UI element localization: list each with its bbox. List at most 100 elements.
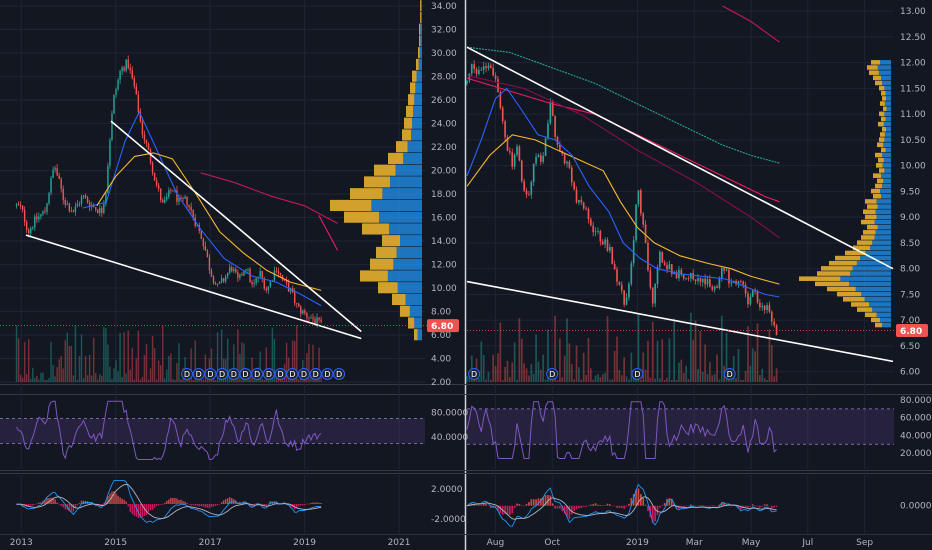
candle bbox=[54, 168, 56, 170]
macd-histogram-bar bbox=[188, 504, 190, 505]
volume-bar bbox=[618, 369, 621, 382]
volume-profile-bar bbox=[392, 293, 406, 306]
macd-histogram-bar bbox=[172, 497, 174, 504]
candle bbox=[117, 79, 119, 90]
volume-bar bbox=[285, 342, 288, 382]
candle bbox=[245, 269, 247, 271]
volume-bar bbox=[192, 379, 194, 382]
candle bbox=[107, 165, 109, 193]
volume-bar bbox=[647, 340, 649, 382]
volume-profile-bar bbox=[878, 157, 884, 163]
candle bbox=[95, 206, 97, 210]
volume-bar bbox=[494, 366, 497, 382]
macd-histogram-bar bbox=[103, 503, 105, 504]
candle bbox=[728, 269, 730, 284]
volume-bar bbox=[74, 325, 77, 382]
volume-profile-bar bbox=[882, 183, 891, 189]
macd-histogram-bar bbox=[44, 499, 46, 504]
candle bbox=[628, 283, 630, 298]
candle bbox=[675, 272, 678, 279]
candle bbox=[172, 190, 174, 192]
macd-histogram-bar bbox=[528, 502, 530, 506]
volume-profile-bar bbox=[390, 176, 422, 188]
candle bbox=[666, 265, 668, 270]
candle bbox=[298, 303, 300, 307]
candle bbox=[492, 67, 495, 76]
macd-histogram-bar bbox=[732, 505, 735, 506]
volume-profile-bar bbox=[411, 129, 422, 141]
macd-tick-label: 0.0000 bbox=[900, 502, 932, 512]
volume-profile-bar bbox=[850, 271, 891, 276]
candle bbox=[509, 151, 511, 153]
macd-histogram-bar bbox=[539, 498, 542, 506]
volume-bar bbox=[28, 339, 30, 382]
candle bbox=[623, 290, 625, 305]
volume-bar bbox=[630, 352, 633, 382]
candle bbox=[499, 92, 502, 108]
price-tick-label: 14.00 bbox=[431, 237, 457, 247]
volume-bar bbox=[523, 363, 525, 382]
last-price-badge bbox=[427, 319, 459, 333]
dividend-marker bbox=[631, 368, 644, 380]
volume-profile-bar bbox=[420, 23, 422, 35]
macd-tick-label: -2.0000 bbox=[431, 515, 466, 525]
volume-profile-bar bbox=[418, 47, 420, 59]
volume-bar bbox=[64, 340, 66, 382]
volume-bar bbox=[511, 362, 514, 382]
volume-bar bbox=[23, 342, 26, 382]
macd-histogram-bar bbox=[229, 497, 231, 504]
candle bbox=[639, 190, 642, 214]
candle bbox=[308, 317, 310, 319]
candle bbox=[316, 317, 318, 324]
volume-profile-bar bbox=[865, 199, 877, 204]
volume-bar bbox=[742, 379, 745, 382]
candle bbox=[635, 204, 637, 241]
volume-bar bbox=[642, 352, 645, 382]
candle bbox=[606, 239, 609, 251]
volume-bar bbox=[139, 379, 142, 382]
candle bbox=[735, 280, 737, 285]
volume-bar bbox=[76, 379, 79, 382]
dividend-marker-label: D bbox=[242, 370, 248, 379]
volume-bar bbox=[84, 356, 87, 382]
volume-bar bbox=[575, 345, 578, 382]
macd-histogram-bar bbox=[766, 504, 768, 506]
volume-bar bbox=[735, 378, 737, 382]
volume-bar bbox=[492, 354, 495, 382]
volume-bar bbox=[180, 379, 182, 382]
volume-profile-bar bbox=[350, 188, 383, 200]
macd-histogram-bar bbox=[585, 505, 587, 507]
volume-bar bbox=[135, 358, 138, 382]
volume-profile-bar bbox=[881, 147, 886, 153]
volume-bar bbox=[56, 366, 58, 382]
candle bbox=[261, 271, 263, 279]
volume-bar bbox=[251, 357, 253, 382]
macd-histogram-bar bbox=[632, 494, 635, 506]
volume-bar bbox=[312, 344, 314, 382]
volume-profile-bar bbox=[884, 168, 891, 173]
volume-bar bbox=[594, 375, 597, 382]
macd-histogram-bar bbox=[635, 489, 637, 506]
volume-bar bbox=[137, 330, 140, 382]
volume-bar bbox=[265, 347, 267, 382]
volume-profile-bar bbox=[873, 194, 882, 199]
volume-bar bbox=[190, 348, 192, 382]
macd-histogram-bar bbox=[174, 497, 176, 504]
macd-histogram-bar bbox=[54, 499, 56, 504]
volume-profile-bar bbox=[881, 75, 891, 81]
volume-bar bbox=[654, 378, 656, 382]
candle bbox=[235, 269, 237, 273]
volume-profile-bar bbox=[882, 96, 887, 101]
volume-bar bbox=[718, 379, 721, 382]
price-tick-label: 20.00 bbox=[431, 167, 457, 177]
volume-profile-bar bbox=[874, 219, 891, 225]
dividend-marker bbox=[204, 368, 217, 380]
macd-histogram-bar bbox=[249, 504, 251, 507]
price-tick-label: 9.50 bbox=[900, 187, 920, 197]
price-tick-label: 30.00 bbox=[431, 49, 457, 59]
candle bbox=[302, 310, 304, 314]
volume-profile-bar bbox=[389, 223, 422, 235]
candle bbox=[504, 121, 506, 138]
volume-profile-bar bbox=[884, 132, 891, 137]
